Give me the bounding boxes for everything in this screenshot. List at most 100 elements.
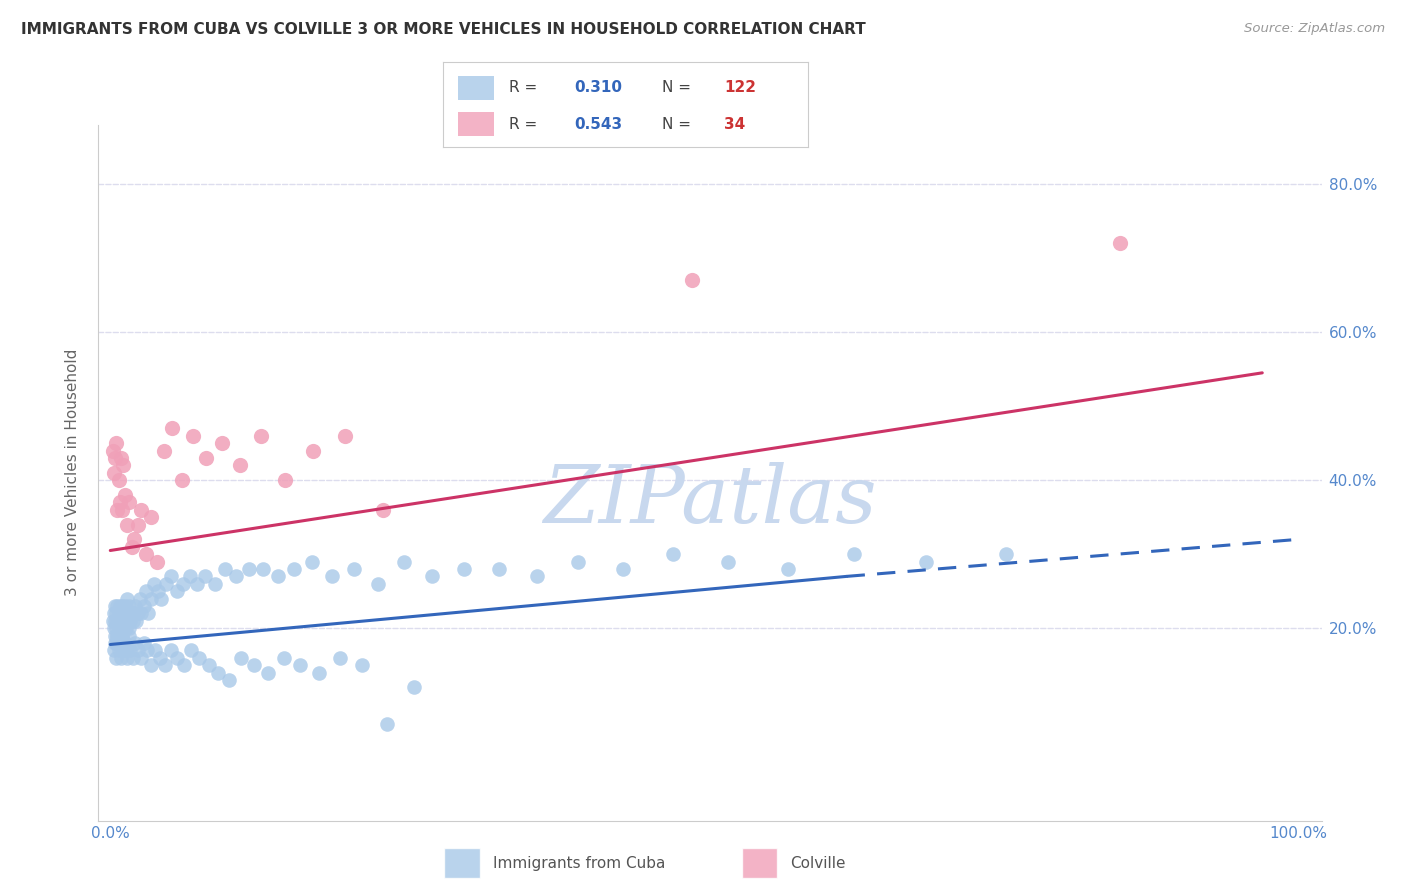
Point <box>136 643 159 657</box>
Point <box>101 614 124 628</box>
Point <box>121 607 143 621</box>
Text: ZIPatlas: ZIPatlas <box>543 462 877 540</box>
Point <box>124 636 146 650</box>
Text: Source: ZipAtlas.com: Source: ZipAtlas.com <box>1244 22 1385 36</box>
Point <box>110 450 132 465</box>
Point <box>108 636 131 650</box>
Point <box>107 643 129 657</box>
Point <box>153 658 176 673</box>
Point <box>915 555 938 569</box>
Point <box>170 473 193 487</box>
Point <box>195 450 218 465</box>
Point <box>107 502 129 516</box>
Point <box>111 629 134 643</box>
Point <box>308 665 330 680</box>
Point <box>139 510 162 524</box>
Point <box>129 607 152 621</box>
Point <box>172 576 194 591</box>
Point <box>404 681 426 695</box>
FancyBboxPatch shape <box>742 848 778 878</box>
Point <box>188 650 211 665</box>
Point <box>132 599 155 613</box>
Point <box>105 436 128 450</box>
Point <box>104 599 127 613</box>
Point <box>250 429 273 443</box>
Point <box>114 621 136 635</box>
Point <box>290 658 312 673</box>
Point <box>155 576 177 591</box>
Point <box>149 650 172 665</box>
Point <box>526 569 548 583</box>
Point <box>125 614 148 628</box>
Text: Colville: Colville <box>790 855 846 871</box>
Point <box>111 599 134 613</box>
Point <box>420 569 443 583</box>
Point <box>166 650 188 665</box>
Point <box>127 517 149 532</box>
Text: 34: 34 <box>724 117 745 132</box>
Point <box>120 643 142 657</box>
Point <box>117 607 139 621</box>
Point <box>107 621 129 635</box>
Point <box>150 591 173 606</box>
Point <box>115 614 138 628</box>
Point <box>211 436 233 450</box>
Point <box>135 584 157 599</box>
Point <box>283 562 305 576</box>
Point <box>118 495 141 509</box>
Point <box>681 273 703 287</box>
Point <box>207 665 229 680</box>
Point <box>139 658 162 673</box>
Point <box>115 517 138 532</box>
Point <box>186 576 208 591</box>
Point <box>180 643 202 657</box>
Point <box>145 555 167 569</box>
Point <box>110 607 132 621</box>
Point <box>375 717 398 731</box>
Point <box>103 643 125 657</box>
Point <box>112 621 135 635</box>
FancyBboxPatch shape <box>457 112 494 136</box>
Point <box>104 450 127 465</box>
Point <box>204 576 226 591</box>
Point <box>121 650 143 665</box>
Point <box>118 599 141 613</box>
Point <box>107 614 129 628</box>
Point <box>335 429 357 443</box>
FancyBboxPatch shape <box>457 76 494 100</box>
Point <box>488 562 510 576</box>
Point <box>321 569 343 583</box>
Point <box>107 607 129 621</box>
Point <box>110 650 132 665</box>
Point <box>392 555 415 569</box>
Point <box>160 569 183 583</box>
Point <box>567 555 589 569</box>
Point <box>105 621 128 635</box>
Point <box>121 540 143 554</box>
Point <box>108 599 131 613</box>
Point <box>118 629 141 643</box>
Point <box>717 555 740 569</box>
Point <box>238 562 260 576</box>
Point <box>103 621 125 635</box>
Point <box>257 665 280 680</box>
Point <box>114 614 136 628</box>
Point <box>301 555 323 569</box>
Point <box>173 658 195 673</box>
Point <box>373 502 395 516</box>
Point <box>104 614 127 628</box>
Point <box>612 562 634 576</box>
Point <box>103 466 125 480</box>
Point <box>129 502 152 516</box>
Point <box>104 636 127 650</box>
Point <box>114 607 136 621</box>
Point <box>108 614 131 628</box>
Point <box>194 569 217 583</box>
Point <box>343 562 366 576</box>
Text: R =: R = <box>509 80 541 95</box>
Point <box>143 576 166 591</box>
Point <box>114 599 136 613</box>
Point <box>218 673 240 687</box>
Point <box>121 614 143 628</box>
Point <box>107 473 129 487</box>
